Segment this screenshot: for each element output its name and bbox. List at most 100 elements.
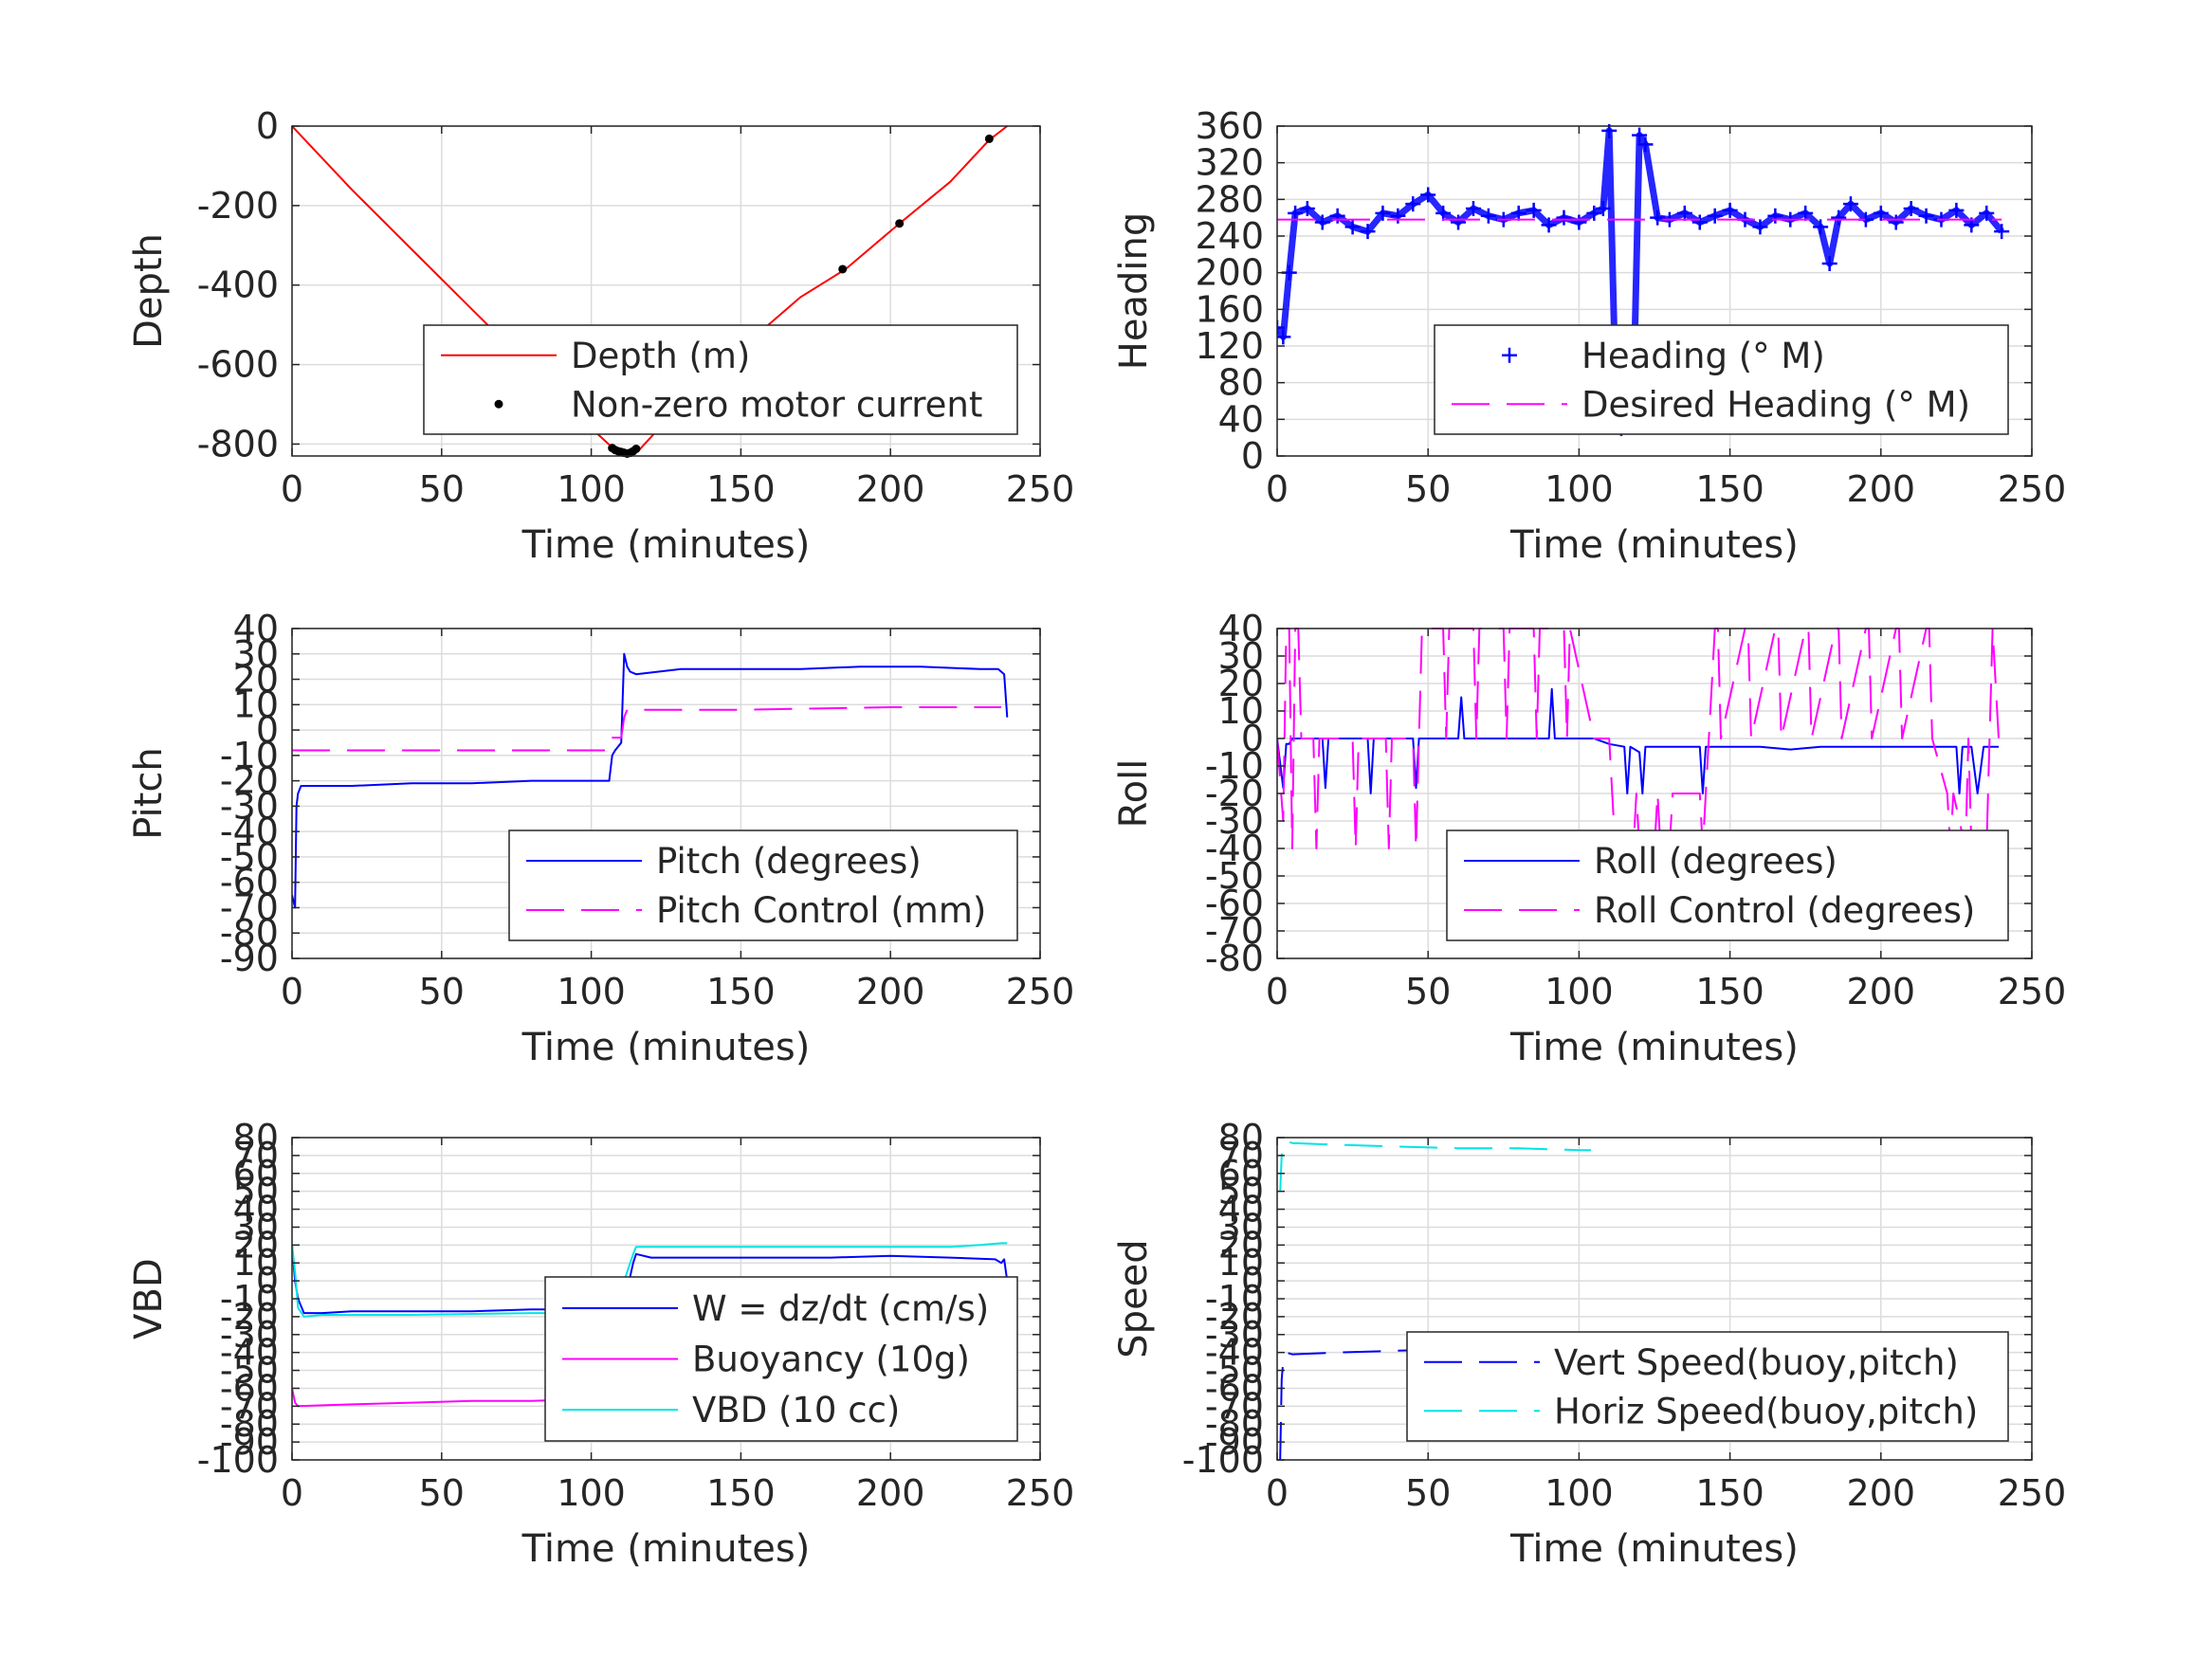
y-tick-label: 20 (1218, 1224, 1264, 1266)
x-tick-label: 200 (856, 1472, 925, 1514)
x-axis-label: Time (minutes) (521, 1527, 811, 1571)
legend: Vert Speed(buoy,pitch) Horiz Speed(buoy,p… (1406, 1331, 2009, 1442)
legend-box (508, 830, 1018, 941)
x-tick-label: 150 (1695, 971, 1764, 1012)
data-point (1918, 208, 1934, 224)
y-tick-label: -90 (220, 938, 279, 979)
data-point (1752, 219, 1768, 235)
x-tick-label: 250 (1006, 468, 1075, 510)
chart-panel-3: 0 50 100 150 200 250403020100-10-20-30-40-50-… (127, 608, 1074, 1069)
chart-panel-2: 0 50 100 150 200 2500408012016020024028032036… (1112, 105, 2066, 567)
legend-entry-label: VBD (10 cc) (692, 1390, 900, 1431)
y-tick-label: -400 (197, 264, 279, 306)
y-tick-label: 0 (256, 1260, 279, 1302)
x-tick-label: 250 (1998, 971, 2067, 1012)
chart-panel-6: 0 50 100 150 200 25080706050403020100-10-20-3… (1112, 1117, 2066, 1571)
x-tick-label: 150 (706, 971, 776, 1012)
y-tick-label: -10 (220, 1278, 279, 1320)
y-tick-label: 280 (1195, 178, 1264, 220)
x-tick-label: 250 (1998, 1472, 2067, 1514)
y-tick-label: 40 (1218, 398, 1264, 440)
x-tick-label: 100 (1545, 468, 1614, 510)
y-tick-label: -60 (1205, 1367, 1264, 1409)
legend-box (423, 324, 1018, 435)
y-tick-label: 0 (256, 105, 279, 147)
y-tick-label: -10 (220, 735, 279, 776)
x-tick-label: 200 (1847, 1472, 1916, 1514)
x-tick-label: 100 (557, 1472, 626, 1514)
data-point (1288, 205, 1304, 221)
data-point (1586, 205, 1602, 221)
y-tick-label: 10 (1218, 690, 1264, 732)
x-axis-label: Time (minutes) (1509, 523, 1799, 567)
y-tick-label: 360 (1195, 105, 1264, 147)
y-tick-label: 70 (1218, 1135, 1264, 1176)
y-tick-label: 200 (1195, 252, 1264, 294)
legend-entry-label: Pitch Control (mm) (656, 890, 986, 931)
y-tick-label: -20 (1205, 1296, 1264, 1338)
legend-entry-label: Horiz Speed(buoy,pitch) (1554, 1391, 1978, 1431)
chart-panel-5: 0 50 100 150 200 25080706050403020100-10-20-3… (127, 1117, 1074, 1571)
data-point (1813, 219, 1829, 235)
x-tick-label: 200 (1847, 971, 1916, 1012)
x-tick-label: 100 (557, 468, 626, 510)
y-tick-label: -600 (197, 344, 279, 386)
y-tick-label: 0 (256, 709, 279, 751)
y-tick-label: -70 (220, 886, 279, 928)
y-tick-label: -90 (220, 1421, 279, 1463)
y-tick-label: -30 (220, 1314, 279, 1356)
y-axis-label: Depth (127, 233, 171, 349)
x-axis-label: Time (minutes) (1509, 1527, 1799, 1571)
y-tick-label: -80 (220, 912, 279, 954)
y-tick-label: -60 (1205, 883, 1264, 924)
y-tick-label: 60 (233, 1153, 279, 1194)
y-tick-label: 10 (233, 684, 279, 725)
y-axis-label: Heading (1112, 212, 1156, 370)
data-point (1994, 224, 2010, 240)
legend-entry-label: Depth (m) (571, 336, 750, 376)
y-tick-label: -80 (1205, 1403, 1264, 1445)
data-point (1873, 205, 1889, 221)
x-tick-label: 0 (281, 468, 303, 510)
y-tick-label: 0 (1241, 1260, 1264, 1302)
data-point (1541, 217, 1557, 233)
data-point (1420, 187, 1436, 203)
y-tick-label: 40 (1218, 608, 1264, 649)
legend-entry-label: Buoyancy (10g) (692, 1340, 970, 1380)
y-tick-label: 320 (1195, 142, 1264, 184)
legend: Roll (degrees) Roll Control (degrees) (1446, 830, 2009, 941)
legend-marker (1502, 347, 1517, 363)
data-point (1526, 202, 1542, 218)
legend-box (1446, 830, 2009, 941)
y-tick-label: -100 (1182, 1439, 1264, 1481)
x-tick-label: 250 (1998, 468, 2067, 510)
axes-box (291, 628, 1041, 959)
y-tick-label: -10 (1205, 1278, 1264, 1320)
legend-entry-label: Non-zero motor current (571, 384, 982, 425)
data-point (1299, 201, 1315, 216)
x-tick-label: 0 (1266, 468, 1289, 510)
y-tick-label: -20 (220, 1296, 279, 1338)
legend: Pitch (degrees) Pitch Control (mm) (508, 830, 1018, 941)
legend-entry-label: Heading (° M) (1581, 336, 1825, 376)
chart-panel-1: 0 50 100 150 200 250 0 -200 -400 -600 -800 Time (mi… (127, 105, 1074, 567)
y-tick-label: -40 (220, 811, 279, 852)
data-point (1948, 202, 1965, 218)
y-tick-label: 80 (1218, 1117, 1264, 1158)
y-tick-label: -40 (1205, 1332, 1264, 1374)
data-point (1632, 127, 1648, 143)
legend: Heading (° M) Desired Heading (° M) (1434, 324, 2009, 435)
y-axis-label: Pitch (127, 747, 171, 839)
x-tick-label: 250 (1006, 971, 1075, 1012)
x-tick-label: 50 (1405, 468, 1451, 510)
x-tick-label: 0 (1266, 971, 1289, 1012)
x-tick-label: 0 (281, 971, 303, 1012)
x-tick-label: 200 (856, 971, 925, 1012)
y-tick-label: 80 (233, 1117, 279, 1158)
data-point (1595, 201, 1611, 216)
y-tick-label: -70 (1205, 910, 1264, 952)
data-point (838, 264, 848, 274)
data-point (1435, 205, 1452, 221)
data-point (1556, 210, 1572, 226)
x-tick-label: 100 (1545, 1472, 1614, 1514)
